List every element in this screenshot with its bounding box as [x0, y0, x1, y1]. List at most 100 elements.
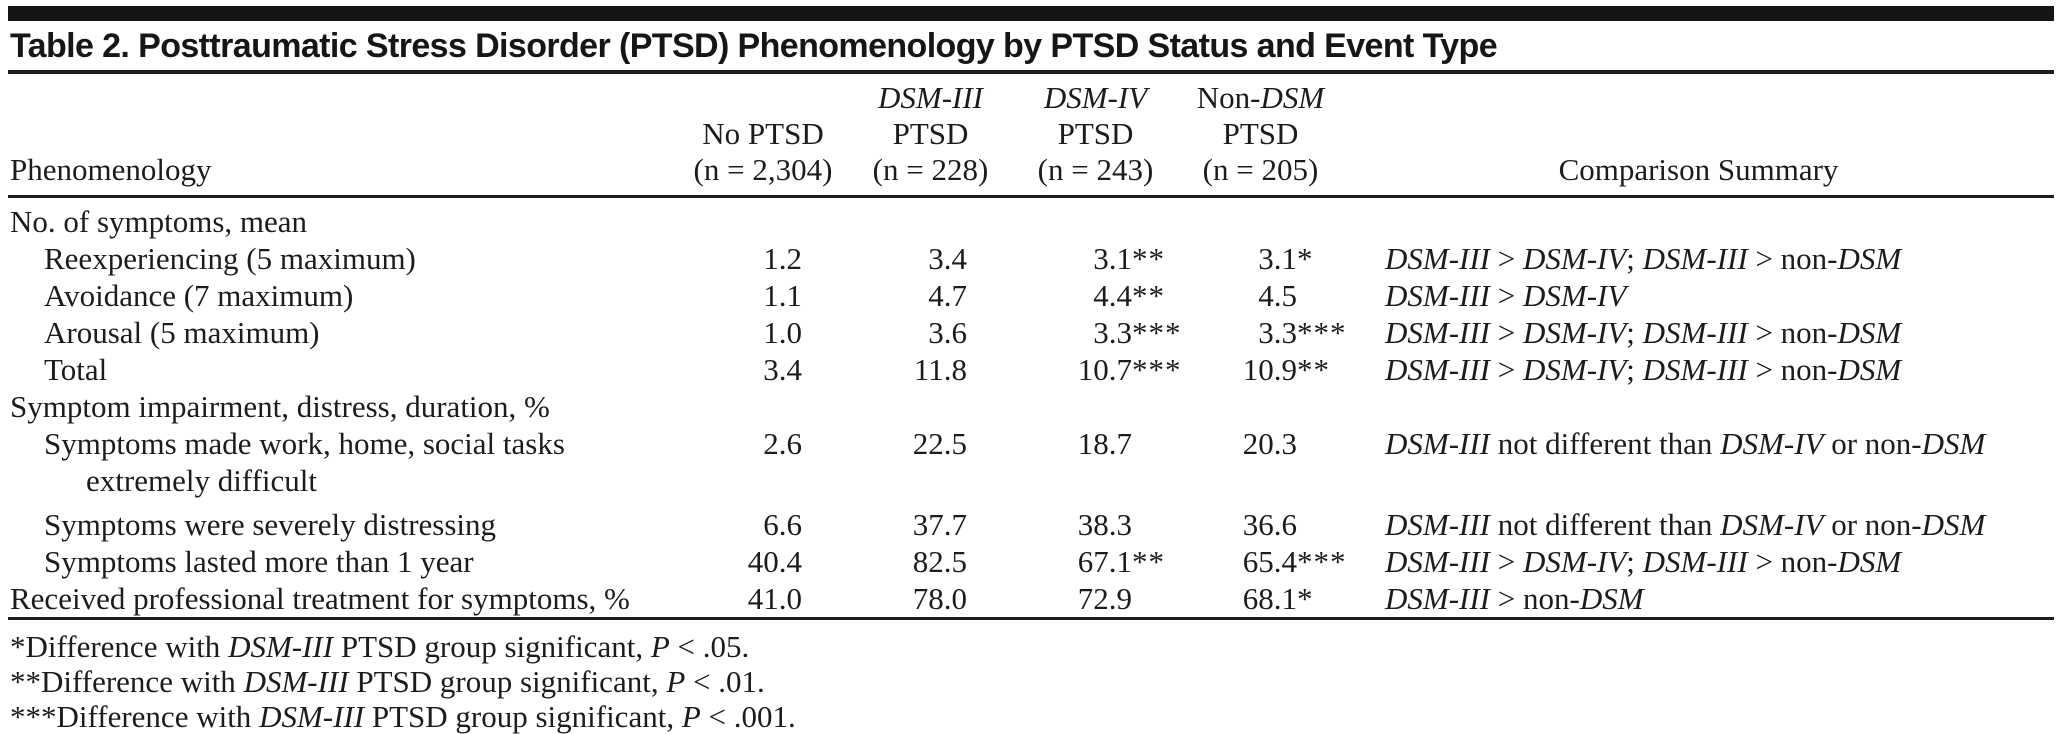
value-wrap: 36.6 [1178, 506, 1343, 543]
row-label: Received professional treatment for symp… [8, 580, 678, 617]
row-label: Symptoms made work, home, social tasks ex… [8, 425, 678, 506]
column-header-comparison: Comparison Summary [1343, 74, 2054, 198]
text: or non- [1823, 507, 1922, 542]
value-wrap: 3.6 [848, 314, 1013, 351]
top-rule-thick [8, 6, 2054, 21]
value-cell: 82.5 [848, 543, 1013, 580]
text: > non- [1747, 544, 1838, 579]
value-cell: 72.9 [1013, 580, 1178, 617]
significance-stars [967, 277, 1013, 314]
value-number: 3.4 [763, 352, 802, 387]
value-cell: 41.0 [678, 580, 848, 617]
value-cell: 40.4 [678, 543, 848, 580]
value-cell: 4.5 [1178, 277, 1343, 314]
row-label-line1: Arousal (5 maximum) [44, 315, 320, 350]
value-number: 3.6 [928, 315, 967, 350]
value-cell: 2.6 [678, 425, 848, 506]
text: < .01. [685, 664, 765, 699]
value-cell: 22.5 [848, 425, 1013, 506]
text: > non- [1747, 241, 1838, 276]
italic-text: P [650, 629, 670, 664]
text: ; [1626, 352, 1643, 387]
italic-text: DSM [1837, 315, 1902, 350]
value-wrap: 4.4 ** [1013, 277, 1178, 314]
value-number: 6.6 [763, 507, 802, 542]
value-wrap: 37.7 [848, 506, 1013, 543]
significance-stars: *** [1132, 352, 1182, 387]
significance-stars [1297, 277, 1343, 314]
italic-text: DSM-IV [1523, 544, 1627, 579]
text: Non- [1196, 80, 1261, 115]
comparison-cell: DSM-III > DSM-IV; DSM-III > non-DSM [1343, 543, 2054, 580]
row-label: Reexperiencing (5 maximum) [8, 240, 678, 277]
header-line3: (n = 2,304) [693, 152, 833, 187]
value-number: 68.1 [1242, 581, 1297, 616]
text: not different than [1490, 507, 1721, 542]
value-cell: 3.4 [848, 240, 1013, 277]
header-line3: (n = 205) [1202, 152, 1319, 187]
significance-stars [967, 543, 1013, 580]
value-wrap: 41.0 [678, 580, 848, 617]
row-label-line1: Reexperiencing (5 maximum) [44, 241, 416, 276]
significance-stars [967, 506, 1013, 543]
value-number: 37.7 [912, 507, 967, 542]
text: or non- [1823, 426, 1922, 461]
value-number: 41.0 [747, 581, 802, 616]
italic-text: DSM-IV [1043, 80, 1148, 115]
value-wrap: 72.9 [1013, 580, 1178, 617]
value-cell: 68.1 * [1178, 580, 1343, 617]
value-wrap: 68.1 * [1178, 580, 1343, 617]
value-cell: 37.7 [848, 506, 1013, 543]
text: < .05. [669, 629, 750, 664]
significance-stars [802, 314, 848, 351]
value-cell: 3.1 ** [1013, 240, 1178, 277]
significance-stars [1297, 506, 1343, 543]
value-number: 10.7 [1077, 352, 1132, 387]
italic-text: DSM [1837, 544, 1902, 579]
significance-stars: *** [1297, 315, 1347, 350]
value-cell: 3.1 * [1178, 240, 1343, 277]
value-wrap: 82.5 [848, 543, 1013, 580]
value-number: 82.5 [912, 544, 967, 579]
significance-stars [967, 314, 1013, 351]
value-wrap: 40.4 [678, 543, 848, 580]
row-label: No. of symptoms, mean [8, 197, 678, 241]
italic-text: DSM-IV [1720, 507, 1824, 542]
table-row: Total 3.4 11.8 10.7 *** 10.9 ** DSM-III > DSM-I… [8, 351, 2054, 388]
value-cell: 1.1 [678, 277, 848, 314]
value-number: 2.6 [763, 426, 802, 461]
value-cell: 78.0 [848, 580, 1013, 617]
value-wrap: 2.6 [678, 425, 848, 462]
significance-stars [802, 277, 848, 314]
value-number: 36.6 [1242, 507, 1297, 542]
row-label-line1: Symptoms made work, home, social tasks [44, 426, 565, 461]
value-number: 1.2 [763, 241, 802, 276]
text: ; [1626, 241, 1643, 276]
value-number: 22.5 [912, 426, 967, 461]
value-wrap: 10.7 *** [1013, 351, 1182, 388]
value-wrap: 3.3 *** [1178, 314, 1347, 351]
ptsd-phenomenology-table: Phenomenology No PTSD (n = 2,304) DSM-III PT… [8, 74, 2054, 617]
value-cell: 4.7 [848, 277, 1013, 314]
value-wrap: 3.3 *** [1013, 314, 1180, 351]
value-cell: 6.6 [678, 506, 848, 543]
italic-text: P [666, 664, 686, 699]
value-cell: 3.4 [678, 351, 848, 388]
text: > [1490, 352, 1523, 387]
significance-stars [1132, 580, 1178, 617]
value-wrap: 18.7 [1013, 425, 1178, 462]
row-label-line1: Total [44, 352, 108, 387]
italic-text: DSM-III [1642, 352, 1748, 387]
value-cell: 10.9 ** [1178, 351, 1343, 388]
header-row: Phenomenology No PTSD (n = 2,304) DSM-III PT… [8, 74, 2054, 198]
header-line3: (n = 228) [872, 152, 989, 187]
table-row: Received professional treatment for symp… [8, 580, 2054, 617]
value-cell: 4.4 ** [1013, 277, 1178, 314]
column-header-group-4: Non-DSM PTSD (n = 205) [1178, 74, 1343, 198]
value-number: 1.1 [763, 278, 802, 313]
row-label: Symptoms were severely distressing [8, 506, 678, 543]
text: > non- [1747, 352, 1838, 387]
row-label-line1: No. of symptoms, mean [10, 204, 308, 239]
significance-stars: * [1297, 241, 1314, 276]
table-row: Avoidance (7 maximum) 1.1 4.7 4.4 ** 4.5 DSM-I… [8, 277, 2054, 314]
